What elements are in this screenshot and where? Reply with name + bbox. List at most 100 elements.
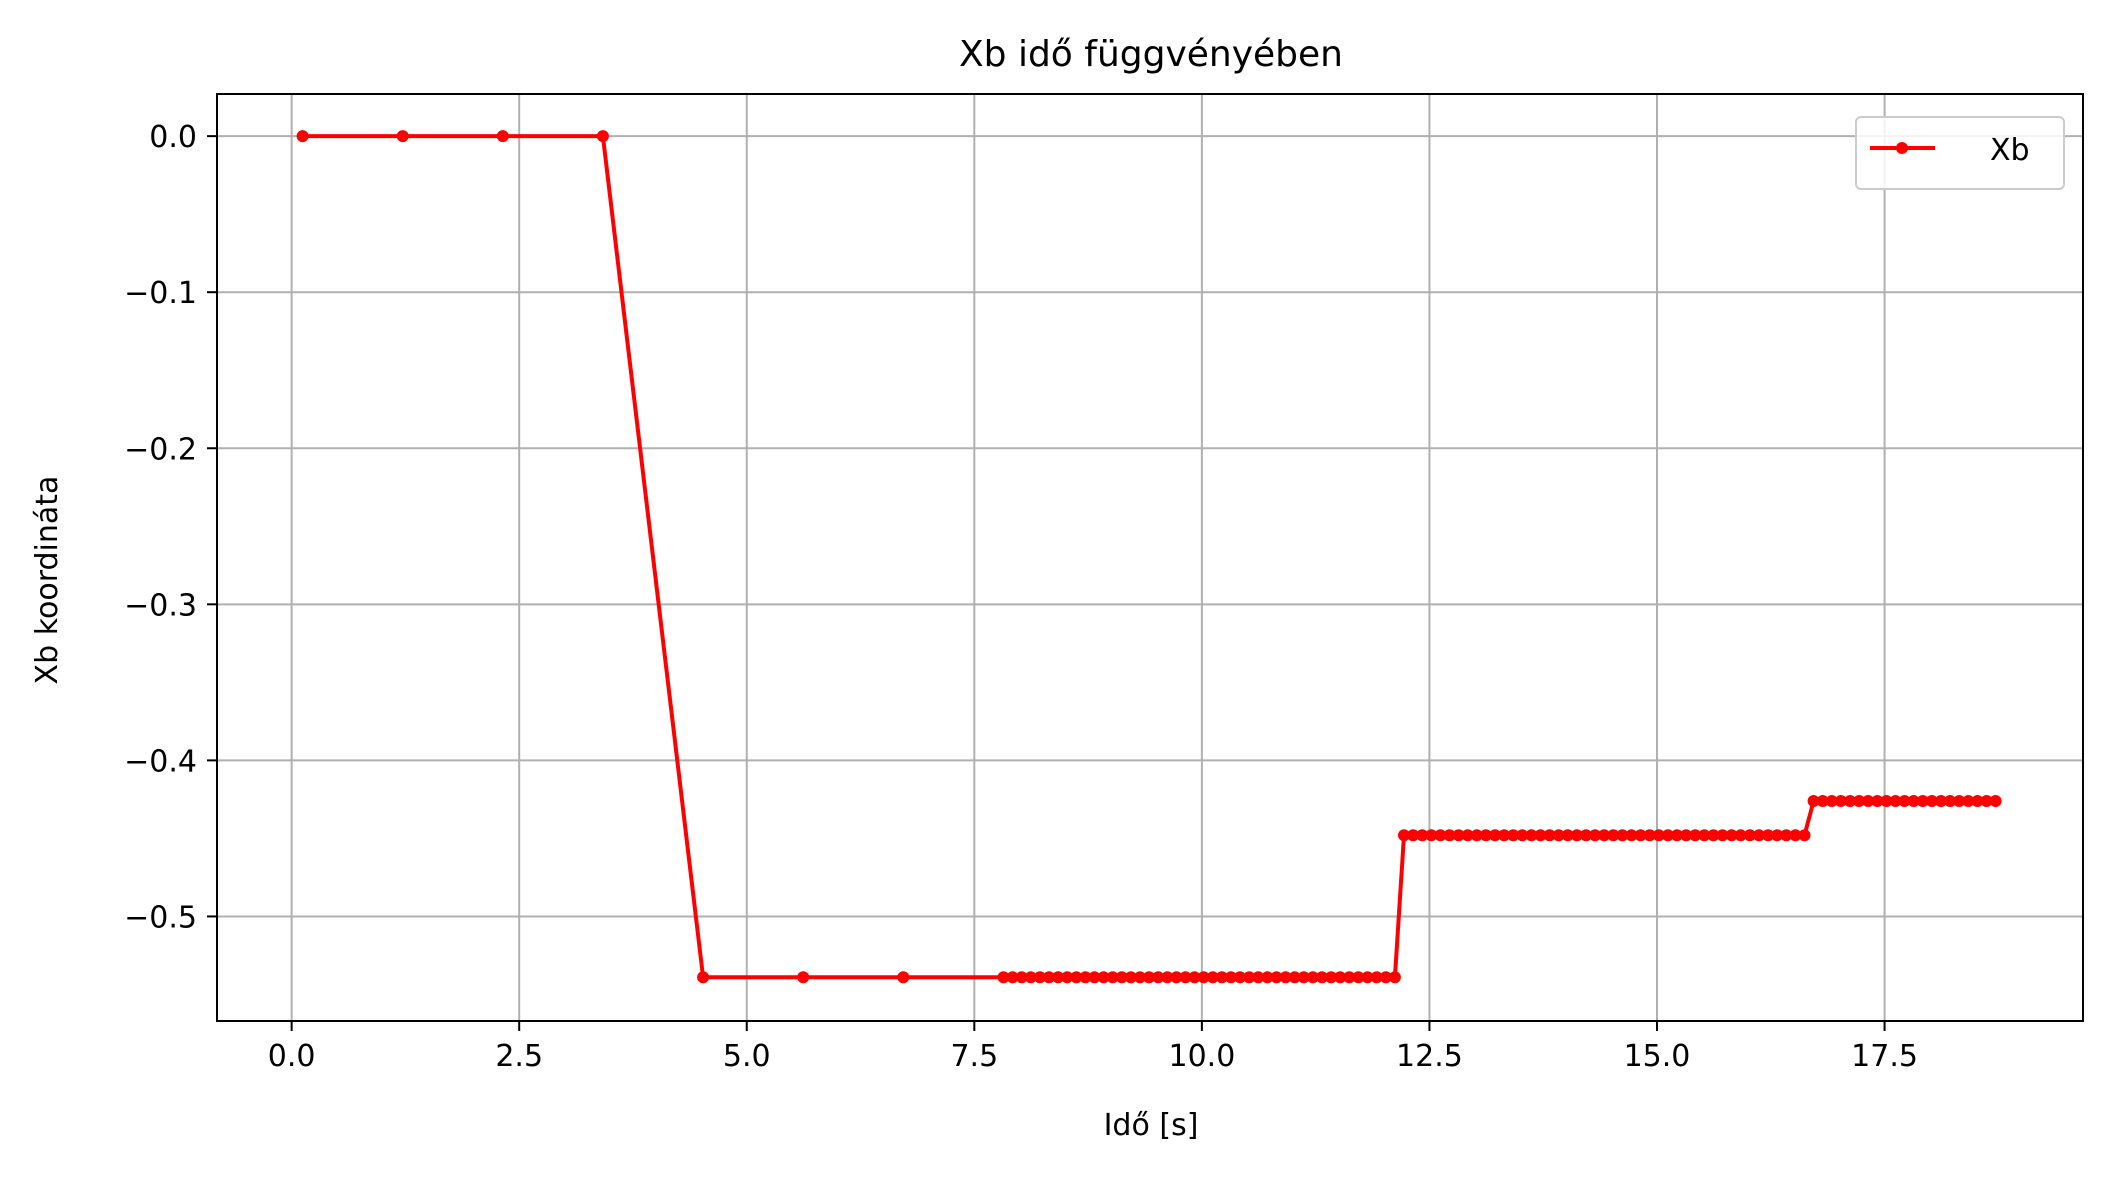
data-point bbox=[1033, 971, 1046, 984]
data-point bbox=[1634, 829, 1647, 842]
data-point bbox=[1006, 971, 1019, 984]
data-point bbox=[697, 971, 710, 984]
legend: Xb bbox=[1855, 116, 2065, 190]
data-point bbox=[1170, 971, 1183, 984]
data-point bbox=[1106, 971, 1119, 984]
data-point bbox=[1270, 971, 1283, 984]
data-point bbox=[1853, 795, 1866, 807]
y-tick-label: −0.2 bbox=[124, 432, 197, 467]
data-point bbox=[1743, 829, 1756, 842]
data-point bbox=[1862, 795, 1875, 807]
data-point bbox=[1134, 971, 1146, 984]
data-point bbox=[1288, 971, 1301, 984]
data-point bbox=[1489, 829, 1501, 842]
data-point bbox=[1461, 829, 1474, 842]
data-point bbox=[1734, 829, 1747, 842]
data-point bbox=[1953, 795, 1966, 807]
data-point bbox=[1188, 971, 1201, 984]
data-point bbox=[1434, 829, 1447, 842]
data-point bbox=[1916, 795, 1929, 807]
data-point bbox=[1680, 829, 1693, 842]
data-point bbox=[1962, 795, 1975, 807]
x-tick-label: 0.0 bbox=[268, 1039, 316, 1074]
grid-layer bbox=[217, 94, 2083, 1021]
data-point bbox=[1361, 971, 1374, 984]
series-layer bbox=[296, 130, 2002, 984]
data-point bbox=[296, 130, 309, 143]
data-point bbox=[1379, 971, 1392, 984]
data-point bbox=[797, 971, 810, 984]
data-point bbox=[1525, 829, 1538, 842]
data-point bbox=[1325, 971, 1338, 984]
data-point bbox=[1388, 971, 1401, 984]
y-tick-label: −0.1 bbox=[124, 276, 197, 311]
data-point bbox=[396, 130, 409, 143]
data-point bbox=[1816, 795, 1829, 807]
data-point bbox=[1124, 971, 1137, 984]
data-point bbox=[1989, 795, 2002, 807]
data-point bbox=[1534, 829, 1547, 842]
data-point bbox=[1925, 795, 1938, 807]
data-point bbox=[1789, 829, 1802, 842]
data-point bbox=[1261, 971, 1274, 984]
data-point bbox=[897, 971, 910, 984]
data-point bbox=[1306, 971, 1319, 984]
data-point bbox=[1297, 971, 1310, 984]
data-point bbox=[596, 130, 609, 143]
data-point bbox=[1780, 829, 1793, 842]
data-point bbox=[1707, 829, 1720, 842]
data-point bbox=[1607, 829, 1620, 842]
legend-marker-swatch bbox=[1896, 142, 1908, 154]
data-point bbox=[1279, 971, 1292, 984]
data-point bbox=[1725, 829, 1738, 842]
data-point bbox=[1516, 829, 1529, 842]
data-point bbox=[1179, 971, 1192, 984]
data-point bbox=[1443, 829, 1456, 842]
data-point bbox=[1944, 795, 1957, 807]
y-tick-label: −0.4 bbox=[124, 744, 197, 779]
data-point bbox=[1498, 829, 1511, 842]
y-tick-label: 0.0 bbox=[149, 120, 197, 155]
data-point bbox=[1844, 795, 1856, 807]
data-point bbox=[496, 130, 509, 143]
data-point bbox=[1907, 795, 1920, 807]
data-point bbox=[1043, 971, 1055, 984]
x-tick-label: 5.0 bbox=[723, 1039, 771, 1074]
data-point bbox=[1889, 795, 1902, 807]
legend-box bbox=[1855, 116, 2065, 190]
data-point bbox=[1716, 829, 1729, 842]
data-point bbox=[1625, 829, 1638, 842]
data-point bbox=[997, 971, 1010, 984]
data-point bbox=[1079, 971, 1092, 984]
data-point bbox=[1871, 795, 1884, 807]
data-point bbox=[1834, 795, 1847, 807]
data-point bbox=[1015, 971, 1028, 984]
data-point bbox=[1052, 971, 1065, 984]
axes-spines bbox=[216, 93, 2084, 1022]
data-point bbox=[1234, 971, 1247, 984]
data-point bbox=[1935, 795, 1947, 807]
data-point bbox=[1243, 971, 1256, 984]
data-point bbox=[1225, 971, 1237, 984]
data-point bbox=[1334, 971, 1347, 984]
data-point bbox=[1343, 971, 1356, 984]
data-point bbox=[1652, 829, 1665, 842]
data-point bbox=[1561, 829, 1574, 842]
data-point bbox=[1152, 971, 1165, 984]
data-point bbox=[1352, 971, 1365, 984]
data-point bbox=[1197, 971, 1210, 984]
data-point bbox=[1980, 795, 1993, 807]
data-point bbox=[1753, 829, 1765, 842]
data-point bbox=[1407, 829, 1420, 842]
data-point bbox=[1616, 829, 1629, 842]
data-point bbox=[1215, 971, 1228, 984]
data-point bbox=[1143, 971, 1156, 984]
x-tick-label: 17.5 bbox=[1851, 1039, 1918, 1074]
data-point bbox=[1643, 829, 1656, 842]
x-tick-label: 2.5 bbox=[495, 1039, 543, 1074]
data-point bbox=[1971, 795, 1984, 807]
y-tick-label: −0.3 bbox=[124, 588, 197, 623]
data-point bbox=[1507, 829, 1520, 842]
